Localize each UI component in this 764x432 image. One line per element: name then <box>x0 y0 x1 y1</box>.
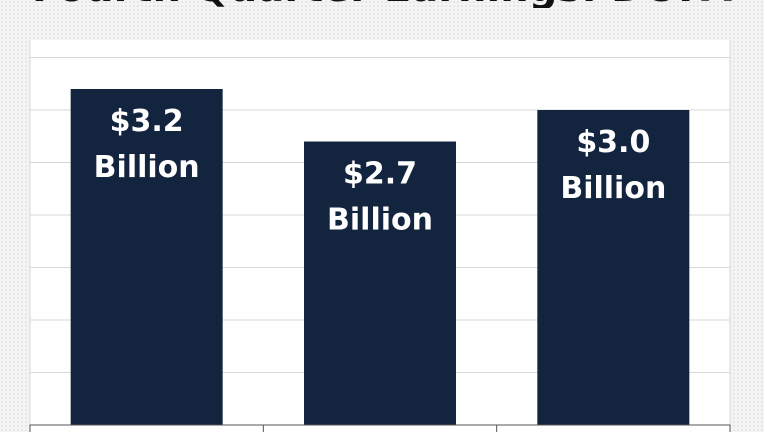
chart-title: Fourth Quarter Earnings: DOFA <box>0 0 764 8</box>
bar <box>537 110 690 432</box>
bar-data-label: $2.7 <box>343 157 417 192</box>
bar-data-label: Billion <box>94 150 200 185</box>
bar <box>304 141 456 432</box>
category-axis <box>29 424 731 432</box>
bar-data-label: $3.0 <box>576 125 650 160</box>
bar-data-label: Billion <box>327 203 433 238</box>
bar <box>70 89 223 432</box>
bar-data-label: Billion <box>560 171 666 206</box>
bar-data-label: $3.2 <box>110 104 184 139</box>
